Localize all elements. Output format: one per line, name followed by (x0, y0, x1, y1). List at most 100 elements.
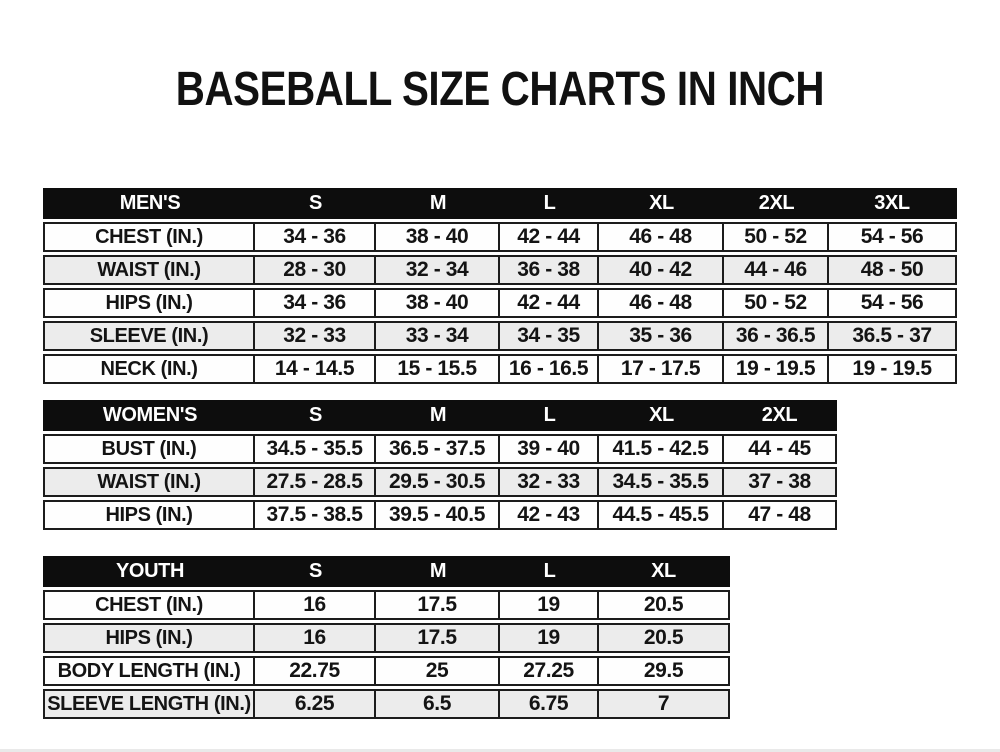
table-row-womens: WAIST (IN.) 27.5 - 28.5 29.5 - 30.5 32 - 33… (43, 467, 837, 497)
table-title-cell-mens: MEN'S (119, 192, 181, 214)
size-header-cell: M (429, 560, 447, 582)
size-value-cell: 34.5 - 35.5 (255, 436, 376, 462)
size-header-cell: L (543, 560, 556, 582)
size-table-womens: WOMEN'S S M L XL 2XL BUST (IN.) 34.5 - 35.5 36.5… (43, 400, 837, 533)
size-value-cell: 16 - 16.5 (500, 356, 599, 382)
table-row-womens: HIPS (IN.) 37.5 - 38.5 39.5 - 40.5 42 - 43 4… (43, 500, 837, 530)
measurement-label-cell: CHEST (IN.) (45, 592, 255, 618)
size-value-cell: 27.25 (500, 658, 599, 684)
measurement-label-cell: WAIST (IN.) (45, 257, 255, 283)
page-title-text: BASEBALL SIZE CHARTS IN INCH (175, 63, 825, 116)
size-value-cell: 32 - 34 (376, 257, 500, 283)
size-value-cell: 46 - 48 (599, 290, 724, 316)
size-value-cell: 6.25 (255, 691, 376, 717)
size-value-cell: 39 - 40 (500, 436, 599, 462)
size-value-cell: 19 (500, 625, 599, 651)
size-value-cell: 44 - 45 (748, 437, 811, 460)
size-value-cell: 50 - 52 (724, 224, 829, 250)
size-value-cell: 29.5 (643, 659, 684, 682)
measurement-label-cell: HIPS (IN.) (45, 502, 255, 528)
size-header-cell: M (429, 192, 447, 214)
size-header-cell: L (543, 192, 556, 214)
size-value-cell: 19 - 19.5 (852, 357, 932, 380)
table-row-mens: WAIST (IN.) 28 - 30 32 - 34 36 - 38 40 - 42 4… (43, 255, 957, 285)
size-header-cell: S (309, 404, 322, 426)
size-value-cell: 32 - 33 (255, 323, 376, 349)
size-value-cell: 42 - 44 (500, 224, 599, 250)
size-value-cell: 29.5 - 30.5 (376, 469, 500, 495)
size-value-cell: 16 (255, 625, 376, 651)
size-table-mens: MEN'S S M L XL 2XL 3XL CHEST (IN.) 34 - 36 38 - 4… (43, 188, 957, 387)
size-value-cell: 54 - 56 (860, 225, 924, 248)
table-title-cell-youth: YOUTH (115, 560, 184, 582)
table-row-mens: SLEEVE (IN.) 32 - 33 33 - 34 34 - 35 35 - 36… (43, 321, 957, 351)
measurement-label-cell: SLEEVE LENGTH (IN.) (45, 691, 255, 717)
size-header-cell: 3XL (874, 192, 910, 214)
size-header-cell: XL (649, 404, 674, 426)
table-header-row-youth: YOUTH S M L XL (43, 556, 730, 587)
table-header-row-womens: WOMEN'S S M L XL 2XL (43, 400, 837, 431)
size-value-cell: 34.5 - 35.5 (599, 469, 724, 495)
size-value-cell: 20.5 (643, 593, 684, 616)
size-value-cell: 46 - 48 (599, 224, 724, 250)
measurement-label-cell: BODY LENGTH (IN.) (45, 658, 255, 684)
size-header-cell: S (309, 560, 322, 582)
size-header-cell: 2XL (761, 404, 798, 426)
size-value-cell: 15 - 15.5 (376, 356, 500, 382)
size-value-cell: 38 - 40 (376, 224, 500, 250)
size-value-cell: 47 - 48 (748, 503, 811, 526)
size-value-cell: 34 - 36 (255, 224, 376, 250)
table-row-mens: CHEST (IN.) 34 - 36 38 - 40 42 - 44 46 - 48 5… (43, 222, 957, 252)
measurement-label-cell: WAIST (IN.) (45, 469, 255, 495)
size-value-cell: 36 - 36.5 (724, 323, 829, 349)
size-value-cell: 40 - 42 (599, 257, 724, 283)
measurement-label-cell: HIPS (IN.) (45, 625, 255, 651)
size-value-cell: 6.75 (500, 691, 599, 717)
size-value-cell: 36 - 38 (500, 257, 599, 283)
table-row-youth: HIPS (IN.) 16 17.5 19 20.5 (43, 623, 730, 653)
size-value-cell: 48 - 50 (860, 258, 924, 281)
size-header-cell: XL (651, 560, 676, 582)
size-header-cell: L (543, 404, 556, 426)
size-header-cell: M (429, 404, 447, 426)
size-value-cell: 7 (657, 692, 670, 715)
size-value-cell: 28 - 30 (255, 257, 376, 283)
size-value-cell: 38 - 40 (376, 290, 500, 316)
size-value-cell: 19 (500, 592, 599, 618)
table-header-row-mens: MEN'S S M L XL 2XL 3XL (43, 188, 957, 219)
scan-edge-artifact (0, 749, 1000, 752)
size-value-cell: 16 (255, 592, 376, 618)
size-value-cell: 6.5 (376, 691, 500, 717)
size-value-cell: 37.5 - 38.5 (255, 502, 376, 528)
size-value-cell: 50 - 52 (724, 290, 829, 316)
size-value-cell: 41.5 - 42.5 (599, 436, 724, 462)
measurement-label-cell: BUST (IN.) (45, 436, 255, 462)
size-value-cell: 34 - 36 (255, 290, 376, 316)
table-row-youth: SLEEVE LENGTH (IN.) 6.25 6.5 6.75 7 (43, 689, 730, 719)
size-value-cell: 42 - 44 (500, 290, 599, 316)
size-value-cell: 44.5 - 45.5 (599, 502, 724, 528)
table-title-cell-womens: WOMEN'S (102, 404, 198, 426)
size-value-cell: 17.5 (376, 592, 500, 618)
size-header-cell: S (309, 192, 322, 214)
size-value-cell: 22.75 (255, 658, 376, 684)
size-value-cell: 33 - 34 (376, 323, 500, 349)
size-value-cell: 36.5 - 37 (852, 324, 932, 347)
table-row-mens: HIPS (IN.) 34 - 36 38 - 40 42 - 44 46 - 48 50… (43, 288, 957, 318)
size-value-cell: 14 - 14.5 (255, 356, 376, 382)
size-value-cell: 42 - 43 (500, 502, 599, 528)
size-table-youth: YOUTH S M L XL CHEST (IN.) 16 17.5 19 20.5 HIPS (I… (43, 556, 730, 722)
measurement-label-cell: SLEEVE (IN.) (45, 323, 255, 349)
size-value-cell: 20.5 (643, 626, 684, 649)
size-value-cell: 39.5 - 40.5 (376, 502, 500, 528)
size-value-cell: 54 - 56 (860, 291, 924, 314)
size-value-cell: 32 - 33 (500, 469, 599, 495)
size-value-cell: 44 - 46 (724, 257, 829, 283)
table-row-youth: BODY LENGTH (IN.) 22.75 25 27.25 29.5 (43, 656, 730, 686)
size-value-cell: 17.5 (376, 625, 500, 651)
table-row-womens: BUST (IN.) 34.5 - 35.5 36.5 - 37.5 39 - 40 4… (43, 434, 837, 464)
size-value-cell: 25 (376, 658, 500, 684)
size-value-cell: 37 - 38 (748, 470, 811, 493)
table-row-mens: NECK (IN.) 14 - 14.5 15 - 15.5 16 - 16.5 17 … (43, 354, 957, 384)
